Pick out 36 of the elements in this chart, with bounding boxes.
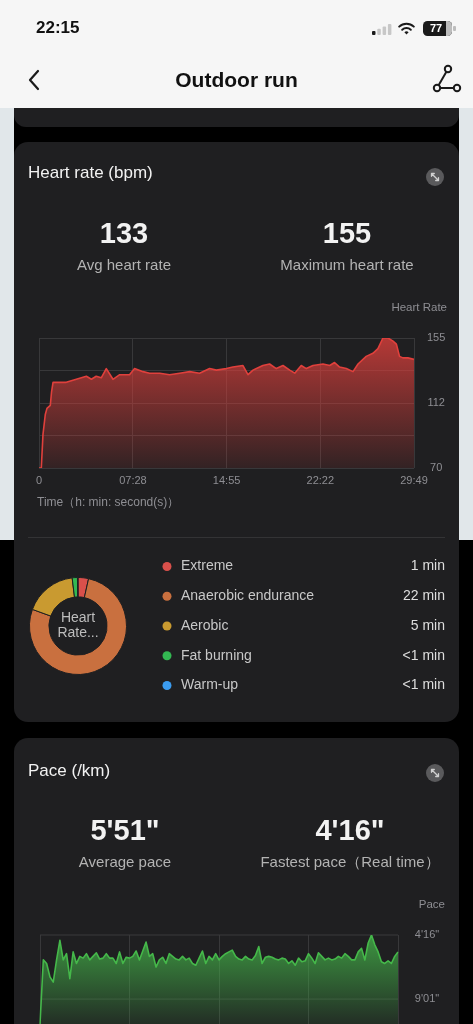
text: Heart Rate... (57, 609, 99, 641)
x-axis-title: Time（h: min: second(s)） (37, 495, 180, 510)
x-tick-label: 14:55 (212, 473, 241, 486)
y-axis-title: Heart Rate (391, 301, 447, 314)
chart-title: Pace (/km) (28, 760, 111, 782)
text: 4'16" (414, 928, 440, 941)
x-tick-label: 22:22 (306, 473, 335, 486)
text: Outdoor run (175, 68, 298, 92)
y-tick-label: 70 (430, 461, 443, 474)
text: 133 (99, 216, 149, 250)
text: Avg heart rate (77, 255, 171, 275)
y-axis-title: Pace (418, 898, 445, 911)
data-label: <1 min (402, 676, 445, 693)
chart-title: Heart rate (bpm) (28, 162, 153, 184)
y-tick-label: 112 (427, 396, 445, 409)
text: Fastest pace（Real time） (260, 852, 440, 872)
text: 4'16" (315, 813, 385, 847)
legend-label: Extreme (181, 557, 234, 574)
x-tick-label: 0 (35, 473, 43, 486)
x-tick-label: 29:49 (400, 473, 428, 486)
data-label: <1 min (402, 646, 445, 663)
text: Maximum heart rate (280, 255, 414, 275)
legend-label: Fat burning (181, 646, 252, 663)
legend-label: Warm-up (181, 676, 239, 693)
text: 5'51" (90, 813, 160, 847)
y-tick-label: 155 (427, 331, 446, 344)
text: 155 (322, 216, 372, 250)
data-label: 1 min (410, 557, 445, 574)
x-tick-label: 07:28 (119, 473, 147, 486)
text: 22:15 (36, 17, 80, 39)
text: Average pace (78, 852, 172, 872)
data-label: 22 min (402, 587, 445, 604)
legend-label: Anaerobic endurance (181, 587, 315, 604)
data-label: 5 min (410, 616, 445, 633)
legend-label: Aerobic (181, 616, 229, 633)
text: 9'01" (414, 992, 440, 1005)
